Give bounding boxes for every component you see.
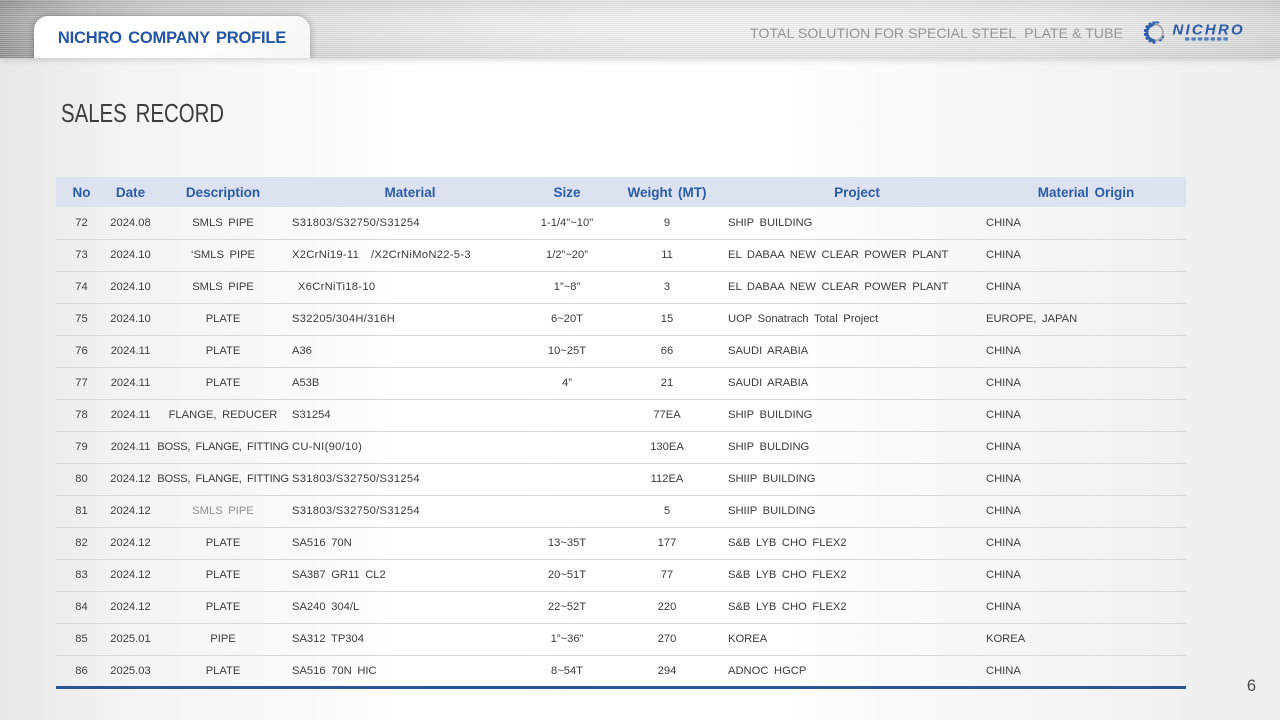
svg-text:NICHRO: NICHRO	[1173, 22, 1245, 39]
